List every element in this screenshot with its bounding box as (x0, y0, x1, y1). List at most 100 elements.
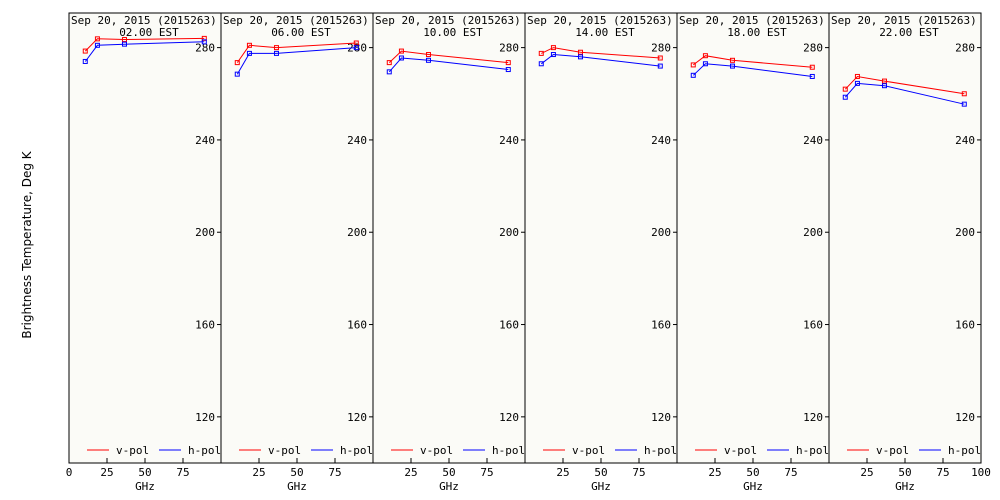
panel-title: Sep 20, 2015 (2015263) (71, 14, 217, 27)
data-point-h-pol (425, 57, 431, 63)
data-point-v-pol (842, 86, 848, 92)
legend-label-v-pol: v-pol (268, 444, 301, 457)
series-line-h-pol (236, 47, 357, 75)
x-tick-label: 0 (66, 466, 73, 479)
x-tick-label: 25 (252, 466, 265, 479)
x-tick-label: 25 (556, 466, 569, 479)
y-tick-label: 120 (651, 411, 671, 424)
data-point-h-pol (82, 58, 88, 64)
data-point-h-pol (201, 39, 207, 45)
y-tick-label: 280 (803, 42, 823, 55)
panel-title: Sep 20, 2015 (2015263) (831, 14, 977, 27)
data-point-h-pol (550, 52, 556, 58)
legend-label-v-pol: v-pol (420, 444, 453, 457)
panel-subtitle: 14.00 EST (575, 26, 635, 39)
data-point-h-pol (505, 67, 511, 73)
series-line-v-pol (844, 75, 965, 95)
panel-subtitle: 10.00 EST (423, 26, 483, 39)
data-point-v-pol (353, 40, 359, 46)
series-line-v-pol (236, 42, 357, 63)
y-tick-label: 240 (195, 134, 215, 147)
y-tick-label: 160 (195, 319, 215, 332)
x-tick-label: 75 (784, 466, 797, 479)
y-tick-label: 120 (803, 411, 823, 424)
series-line-v-pol (692, 55, 813, 68)
x-axis-label: GHz (743, 480, 763, 493)
data-point-h-pol (246, 50, 252, 56)
x-tick-label: 50 (594, 466, 607, 479)
y-tick-label: 120 (499, 411, 519, 424)
data-point-h-pol (577, 54, 583, 60)
x-tick-label: 75 (328, 466, 341, 479)
data-point-v-pol (809, 64, 815, 70)
y-tick-label: 120 (955, 411, 975, 424)
plot-frame (68, 12, 222, 464)
x-axis-label: GHz (439, 480, 459, 493)
panel-title: Sep 20, 2015 (2015263) (375, 14, 521, 27)
chart-panel-1: Sep 20, 2015 (2015263)02.00 EST 120 160 200… (66, 12, 222, 493)
legend-label-v-pol: v-pol (116, 444, 149, 457)
legend-label-h-pol: h-pol (188, 444, 221, 457)
y-tick-label: 280 (195, 42, 215, 55)
series-line-v-pol (388, 50, 509, 64)
data-point-v-pol (550, 45, 556, 51)
x-tick-label: 25 (708, 466, 721, 479)
plot-frame (524, 12, 678, 464)
x-axis-label: GHz (591, 480, 611, 493)
data-point-h-pol (398, 55, 404, 61)
panel-title: Sep 20, 2015 (2015263) (223, 14, 369, 27)
y-tick-label: 240 (347, 134, 367, 147)
data-point-v-pol (690, 62, 696, 68)
x-tick-label: 75 (632, 466, 645, 479)
x-tick-label: 50 (442, 466, 455, 479)
x-tick-label: 25 (100, 466, 113, 479)
y-tick-label: 240 (499, 134, 519, 147)
data-point-v-pol (246, 42, 252, 48)
series-line-v-pol (541, 47, 661, 59)
y-axis-label: Brightness Temperature, Deg K (20, 150, 34, 338)
y-tick-label: 280 (651, 42, 671, 55)
y-tick-label: 160 (955, 319, 975, 332)
data-point-h-pol (842, 94, 848, 100)
data-point-h-pol (729, 63, 735, 69)
data-point-v-pol (702, 53, 708, 59)
data-point-v-pol (386, 60, 392, 66)
data-point-h-pol (881, 83, 887, 89)
chart-panel-6: Sep 20, 2015 (2015263)22.00 EST 120 160 200… (828, 12, 991, 493)
y-tick-label: 160 (651, 319, 671, 332)
data-point-h-pol (657, 63, 663, 69)
data-point-v-pol (234, 60, 240, 66)
x-tick-label: 100 (971, 466, 991, 479)
y-tick-label: 240 (651, 134, 671, 147)
chart-panel-3: Sep 20, 2015 (2015263)10.00 EST 120 160 200… (372, 12, 526, 493)
data-point-h-pol (690, 72, 696, 78)
panel-subtitle: 18.00 EST (727, 26, 787, 39)
x-tick-label: 75 (936, 466, 949, 479)
data-point-h-pol (386, 69, 392, 75)
data-point-v-pol (398, 48, 404, 54)
data-point-h-pol (809, 73, 815, 79)
series-line-h-pol (84, 41, 205, 62)
y-tick-label: 120 (195, 411, 215, 424)
data-point-v-pol (94, 36, 100, 42)
x-axis-label: GHz (135, 480, 155, 493)
chart-panels: Sep 20, 2015 (2015263)02.00 EST120160200… (66, 12, 991, 493)
x-axis-label: GHz (287, 480, 307, 493)
x-tick-label: 50 (746, 466, 759, 479)
data-point-v-pol (505, 60, 511, 66)
x-tick-label: 25 (404, 466, 417, 479)
y-tick-label: 200 (651, 226, 671, 239)
x-tick-label: 50 (898, 466, 911, 479)
data-point-h-pol (234, 71, 240, 77)
data-point-v-pol (577, 49, 583, 55)
series-line-v-pol (84, 37, 205, 52)
y-tick-label: 200 (955, 226, 975, 239)
legend-label-v-pol: v-pol (572, 444, 605, 457)
panel-subtitle: 22.00 EST (879, 26, 939, 39)
series-line-h-pol (844, 82, 965, 105)
legend-label-h-pol: h-pol (644, 444, 677, 457)
y-tick-label: 240 (955, 134, 975, 147)
data-point-v-pol (273, 45, 279, 51)
plot-frame (828, 12, 982, 464)
